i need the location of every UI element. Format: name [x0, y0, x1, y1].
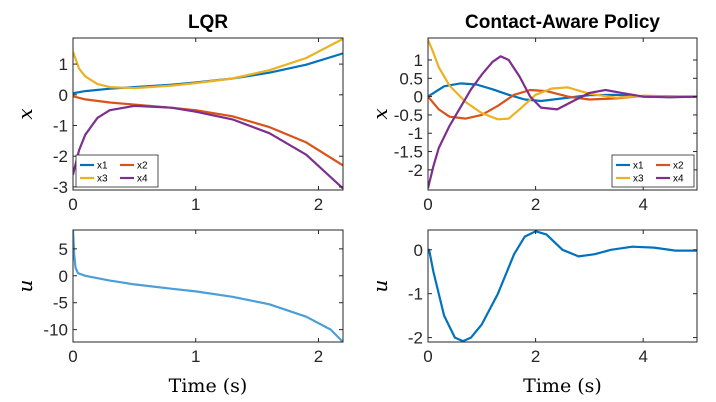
x-tick-label: 1	[191, 195, 200, 214]
y-tick-label: 0	[414, 88, 423, 107]
x-tick-label: 2	[314, 347, 323, 366]
legend-label: x3	[97, 174, 108, 185]
y-tick-label: -2	[53, 147, 68, 166]
y-tick-label: 0	[59, 86, 68, 105]
y-tick-label: 0	[59, 267, 68, 286]
panel-lqr-state: 0 1 2 1 0 -1 -2 -3 LQR x x1 x2 x3 x4	[13, 12, 344, 214]
panel-lqr-control: 0 1 2 5 0 -5 -10 u Time (s)	[13, 229, 344, 397]
y-axis-label: u	[368, 280, 392, 293]
series-line-x3	[73, 38, 343, 90]
y-axis-label: x	[368, 108, 392, 119]
series-line-u0	[73, 230, 343, 342]
y-tick-label: -3	[53, 178, 68, 197]
series-line-x3	[428, 39, 697, 121]
series-line-x4	[73, 104, 343, 190]
x-tick-label: 0	[423, 195, 432, 214]
y-tick-label: -5	[53, 294, 68, 313]
legend-label: x1	[97, 161, 108, 172]
x-tick-label: 0	[423, 347, 432, 366]
chart-title: Contact-Aware Policy	[465, 12, 660, 33]
x-tick-label: 2	[531, 347, 540, 366]
legend-box	[611, 154, 695, 188]
series-line-u0	[428, 230, 697, 342]
y-tick-label: -2	[408, 161, 423, 180]
y-tick-label: 0.5	[399, 69, 423, 88]
legend-label: x2	[673, 161, 684, 172]
legend: x1 x2 x3 x4	[75, 154, 159, 188]
x-tick-label: 0	[68, 195, 77, 214]
x-axis-label: Time (s)	[169, 375, 248, 397]
y-tick-label: -0.5	[394, 106, 423, 125]
axes-box	[427, 229, 698, 343]
y-tick-label: 5	[59, 240, 68, 259]
y-tick-label: -1	[53, 117, 68, 136]
x-tick-label: 4	[638, 195, 647, 214]
y-tick-label: 0	[414, 241, 423, 260]
x-tick-label: 2	[314, 195, 323, 214]
y-tick-label: -1	[408, 124, 423, 143]
y-tick-label: 1	[414, 51, 423, 70]
y-tick-label: 1	[59, 55, 68, 74]
series-line-x4	[428, 55, 697, 189]
axes-box	[72, 229, 344, 343]
legend: x1 x2 x3 x4	[611, 154, 695, 188]
legend-label: x2	[137, 161, 148, 172]
chart-title: LQR	[188, 12, 228, 33]
y-tick-label: -1.5	[394, 143, 423, 162]
x-tick-label: 2	[531, 195, 540, 214]
legend-label: x4	[673, 174, 684, 185]
legend-label: x3	[633, 174, 644, 185]
x-tick-label: 4	[638, 347, 647, 366]
x-axis-label: Time (s)	[523, 375, 602, 397]
axes-box	[427, 37, 698, 191]
legend-label: x4	[137, 174, 148, 185]
y-tick-label: -10	[43, 321, 68, 340]
y-tick-label: -1	[408, 285, 423, 304]
legend-label: x1	[633, 161, 644, 172]
panel-contact-aware-control: 0 2 4 0 -1 -2 u Time (s)	[368, 229, 698, 397]
x-tick-label: 1	[191, 347, 200, 366]
y-axis-label: x	[13, 108, 37, 119]
x-tick-label: 0	[68, 347, 77, 366]
legend-box	[75, 154, 159, 188]
y-tick-label: -2	[408, 329, 423, 348]
axes-box	[72, 37, 344, 191]
y-axis-label: u	[13, 280, 37, 293]
